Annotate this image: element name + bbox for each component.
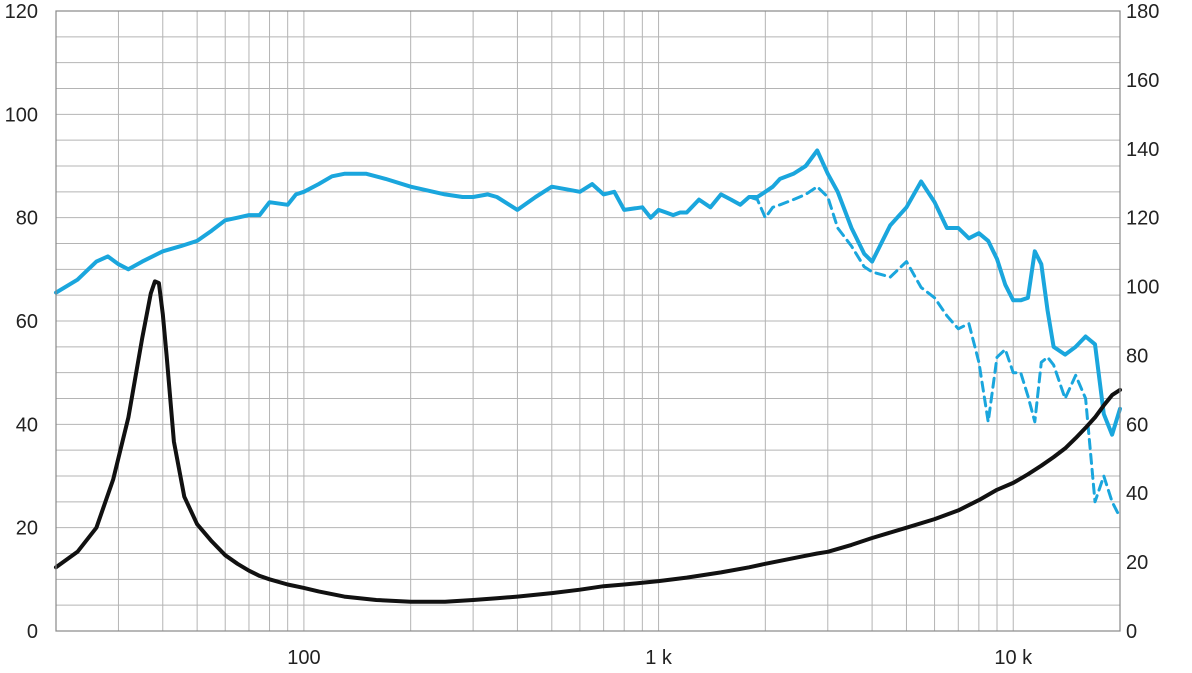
- y-left-tick-label: 120: [5, 1, 38, 23]
- y-left-tick-label: 20: [16, 518, 38, 540]
- y-right-tick-label: 160: [1126, 70, 1159, 92]
- y-right-tick-label: 80: [1126, 345, 1148, 367]
- x-tick-label: 10 k: [994, 647, 1033, 669]
- y-left-tick-label: 100: [5, 104, 38, 126]
- series-line-2: [738, 185, 1122, 519]
- x-tick-label: 100: [287, 647, 320, 669]
- series-line-3: [54, 279, 1122, 604]
- plot-frame: [55, 10, 1121, 632]
- y-left-tick-label: 0: [27, 621, 38, 643]
- y-right-tick-label: 0: [1126, 621, 1137, 643]
- series-line-1: [54, 148, 1122, 437]
- y-right-tick-label: 100: [1126, 277, 1159, 299]
- grid: [56, 11, 1120, 631]
- y-right-tick-label: 120: [1126, 208, 1159, 230]
- series-group: [54, 148, 1122, 604]
- y-right-tick-label: 60: [1126, 414, 1148, 436]
- y-left-tick-label: 40: [16, 414, 38, 436]
- y-right-tick-label: 20: [1126, 552, 1148, 574]
- y-right-tick-label: 140: [1126, 139, 1159, 161]
- tick-labels: 0 20 40 60 80 100 120 0 20 40 60 80 100 120 140 160 180 1…: [5, 1, 1160, 669]
- y-left-tick-label: 80: [16, 208, 38, 230]
- x-tick-label: 1 k: [645, 647, 673, 669]
- y-right-tick-label: 180: [1126, 1, 1159, 23]
- y-right-tick-label: 40: [1126, 483, 1148, 505]
- y-left-tick-label: 60: [16, 311, 38, 333]
